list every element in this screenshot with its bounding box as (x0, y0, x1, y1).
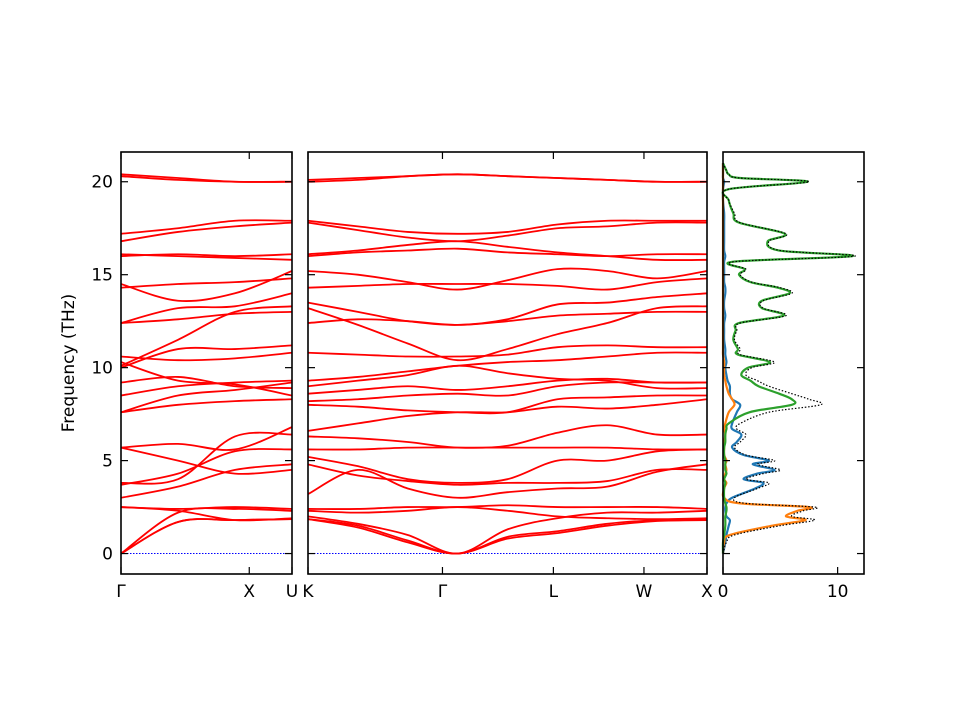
x-tick-label-K: K (302, 582, 314, 602)
band-segment-1-band-2 (120, 518, 293, 555)
band-segment-2-band-8 (307, 448, 708, 484)
band-segment-1-band-18 (120, 305, 293, 367)
band-segment-2-band-20 (307, 292, 708, 326)
x-tick-label-X: X (243, 582, 255, 602)
band-segment-1-band-24 (120, 253, 293, 261)
band-segment-1-band-17 (120, 351, 293, 362)
band-segment-2-band-12 (307, 394, 708, 415)
band-segment-2-band-3 (307, 509, 708, 555)
band-segment-2-frame (307, 151, 708, 575)
band-segment-1-band-13 (120, 379, 293, 397)
band-segment-2-band-21 (307, 277, 708, 291)
band-segment-1-band-25 (120, 221, 293, 243)
band-segment-1-band-19 (120, 310, 293, 324)
band-segment-1-band-1 (120, 518, 293, 555)
band-segment-1-band-5 (120, 506, 293, 510)
band-segment-2-band-19 (307, 310, 708, 326)
dos-partial-1 (721, 163, 776, 554)
band-segment-1-band-12 (120, 398, 293, 414)
band-segment-1-band-8 (120, 431, 293, 485)
band-segment-2-band-16 (307, 351, 708, 382)
y-tick-label-0: 0 (102, 545, 113, 565)
y-tick-label-10: 10 (91, 359, 113, 379)
band-segment-1-band-11 (120, 381, 293, 414)
band-segment-1-band-9 (120, 446, 293, 475)
band-segment-2-band-11 (307, 398, 708, 432)
band-segment-2-band-9 (307, 446, 708, 451)
dos-x-tick-label-0: 0 (718, 582, 729, 602)
dos-total (722, 162, 856, 554)
x-tick-label-X: X (701, 582, 713, 602)
band-segment-1-band-16 (120, 361, 293, 397)
band-segment-1-band-6 (120, 463, 293, 499)
band-segment-2-band-17 (307, 344, 708, 358)
band-segment-2-band-7 (307, 463, 708, 486)
band-segment-1-band-28 (120, 173, 293, 183)
band-segment-2-band-23 (307, 247, 708, 258)
band-segment-1-band-10 (120, 426, 293, 451)
band-segment-2-band-24 (307, 240, 708, 261)
band-segment-2-band-26 (307, 219, 707, 235)
x-tick-label-U: U (286, 582, 298, 602)
x-tick-label-Γ: Γ (438, 582, 448, 602)
band-segment-1-band-7 (120, 448, 293, 486)
band-segment-2-band-2 (307, 518, 708, 555)
band-segment-1-band-15 (120, 344, 293, 369)
y-tick-label-5: 5 (102, 452, 113, 472)
band-segment-2-band-6 (307, 463, 708, 499)
y-tick-label-15: 15 (91, 266, 113, 286)
band-segment-2-band-25 (307, 221, 708, 243)
band-segment-1-band-14 (120, 376, 293, 389)
density-of-states-frame (722, 151, 865, 575)
band-segment-1-band-21 (120, 277, 293, 289)
band-segment-2-band-28 (307, 173, 708, 183)
band-segment-1-band-26 (120, 219, 293, 235)
band-segment-2-band-15 (307, 364, 708, 390)
dos-panel: 0 10 (718, 151, 865, 602)
band-segment-2-band-22 (307, 267, 708, 291)
band-segment-2-band-5 (307, 504, 708, 510)
band-segment-1-band-22 (120, 270, 293, 302)
band-segment-2-band-4 (307, 506, 708, 521)
band-segment-1-band-20 (120, 292, 293, 324)
dos-partial-3 (721, 162, 854, 554)
y-axis-title: Frequency (THz) (59, 294, 79, 433)
dos-x-tick-label-10: 10 (827, 582, 849, 602)
x-tick-label-Γ: Γ (116, 582, 126, 602)
band-segment-2-band-13 (307, 381, 707, 403)
band-segment-2-band-14 (307, 377, 708, 395)
band-panel-gamma-x-u: 0 5 10 15 20 Γ X U (91, 151, 298, 602)
band-segment-2-band-10 (307, 424, 708, 449)
band-segment-1-band-27 (120, 175, 293, 183)
x-tick-label-W: W (636, 582, 653, 602)
y-tick-label-20: 20 (91, 173, 113, 193)
band-segment-1-frame (120, 151, 293, 575)
x-tick-label-L: L (549, 582, 559, 602)
band-segment-2-band-1 (307, 518, 708, 555)
